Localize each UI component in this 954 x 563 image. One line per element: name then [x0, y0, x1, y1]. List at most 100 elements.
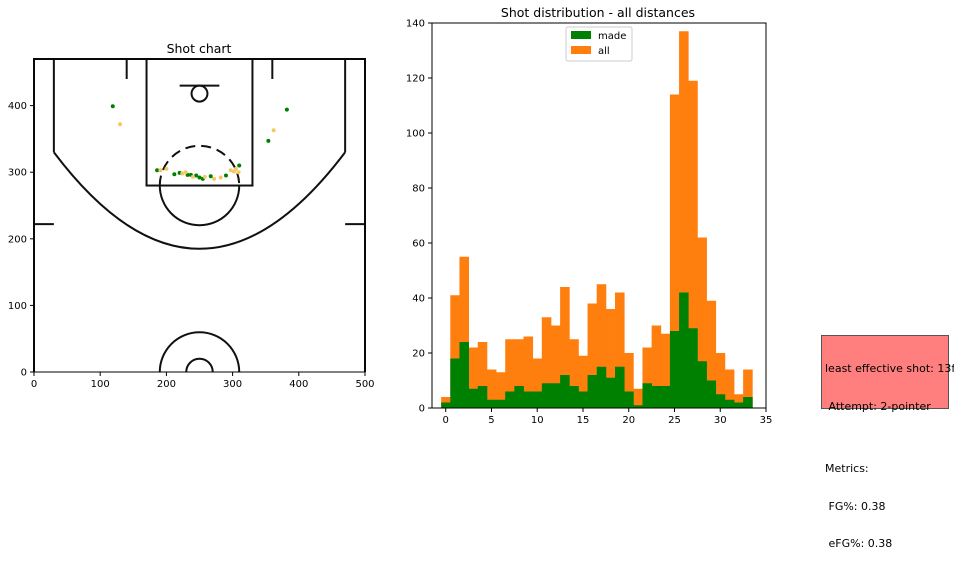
x-tick-label: 0 [443, 415, 449, 426]
x-tick-label: 10 [531, 415, 544, 426]
bar-made [596, 366, 607, 408]
bar-all [733, 394, 744, 408]
legend-swatch-made [571, 31, 591, 39]
x-tick-label: 25 [668, 415, 681, 426]
shot-point [118, 122, 123, 127]
shot-point [271, 128, 276, 133]
y-tick-label: 20 [412, 349, 425, 360]
bar-all [459, 256, 470, 408]
shot-chart-x-ticks: 0 100 200 300 400 500 [31, 372, 375, 390]
bar-made [697, 361, 707, 408]
bar-made [633, 405, 643, 408]
bar-all [514, 339, 524, 408]
bar-made [496, 399, 506, 408]
x-tick-label: 100 [91, 379, 110, 390]
bar-made [523, 391, 534, 408]
bar-made [651, 386, 662, 408]
bar-all [743, 369, 753, 408]
info-line: Metrics: [825, 462, 869, 475]
hoop [190, 84, 209, 103]
y-tick-label: 0 [21, 368, 27, 379]
bar-all [587, 303, 598, 408]
bar-all [715, 353, 726, 408]
court-lines [33, 58, 366, 373]
shot-point [164, 166, 169, 171]
bar-all [697, 237, 707, 408]
bar-all [669, 94, 680, 408]
shot-chart-frame [33, 58, 366, 373]
bar-made [486, 399, 497, 408]
bar-all [450, 295, 460, 408]
distribution-y-ticks: 0 20 40 60 80 100 120 140 [406, 19, 432, 415]
least-effective-shot-box: least effective shot: 13ft Attempt: 2-po… [821, 335, 954, 550]
distribution-x-ticks: 0 5 10 15 20 25 30 35 [443, 408, 772, 426]
shot-point [212, 176, 217, 181]
shot-point [266, 138, 271, 143]
distribution-chart-axes: Shot distribution - all distances 0 5 10 15… [406, 5, 772, 426]
shot-point [194, 173, 199, 178]
bar-made [642, 383, 653, 408]
shot-point [284, 107, 289, 112]
bar-made [706, 380, 717, 408]
y-tick-label: 0 [419, 404, 425, 415]
shot-point [190, 174, 195, 179]
bar-made [514, 386, 524, 408]
bar-made [459, 342, 470, 408]
bar-made [733, 402, 744, 408]
legend-label-made: made [598, 31, 626, 42]
free-throw-circle-bottom [158, 185, 241, 227]
shot-point [180, 171, 185, 176]
center-circle-inner [185, 357, 214, 373]
shot-point [208, 174, 213, 179]
bar-made [441, 402, 451, 408]
paint-area [145, 58, 254, 187]
three-point-arc [53, 151, 346, 250]
y-tick-label: 40 [412, 294, 425, 305]
shot-point [228, 168, 233, 173]
shot-point [237, 163, 242, 168]
distribution-chart-title: Shot distribution - all distances [501, 5, 695, 20]
x-tick-label: 15 [577, 415, 590, 426]
x-tick-label: 20 [622, 415, 635, 426]
shot-point [183, 170, 188, 175]
bar-all [550, 325, 561, 408]
shot-point [233, 166, 238, 171]
bar-made [624, 391, 634, 408]
bar-all [541, 317, 552, 408]
y-tick-label: 60 [412, 239, 425, 250]
bar-made [450, 358, 460, 408]
y-tick-label: 100 [8, 301, 27, 312]
shot-points [110, 104, 289, 181]
bar-all [532, 358, 543, 408]
figure: Shot chart 0 100 200 300 400 500 010020030040… [8, 5, 772, 426]
bar-all [724, 369, 735, 408]
bar-all [688, 80, 698, 408]
bar-made [541, 383, 552, 408]
bar-all [642, 347, 653, 408]
y-tick-label: 80 [412, 184, 425, 195]
bar-made [560, 375, 570, 408]
bar-all [523, 336, 534, 408]
bar-all [660, 333, 671, 408]
shot-chart-axes: Shot chart 0 100 200 300 400 500 0 100 200 300 40… [8, 41, 375, 390]
histogram-bars [441, 31, 753, 408]
bar-all [633, 388, 643, 408]
center-circle-outer [158, 331, 241, 373]
bar-all [468, 347, 479, 408]
bar-made [715, 394, 726, 408]
x-tick-label: 5 [488, 415, 494, 426]
free-throw-circle-top [158, 144, 241, 186]
bar-all [605, 309, 616, 408]
x-tick-label: 200 [157, 379, 176, 390]
x-tick-label: 400 [289, 379, 308, 390]
bar-made [532, 391, 543, 408]
y-tick-label: 200 [8, 234, 27, 245]
bar-made [688, 328, 698, 408]
bar-made [660, 386, 671, 408]
y-tick-label: 100 [406, 129, 425, 140]
shot-chart-y-ticks: 0 100 200 300 400 [8, 101, 34, 379]
y-tick-label: 400 [8, 101, 27, 112]
info-line: eFG%: 0.38 [825, 537, 893, 550]
bar-all [706, 300, 717, 408]
bar-made [679, 292, 689, 408]
